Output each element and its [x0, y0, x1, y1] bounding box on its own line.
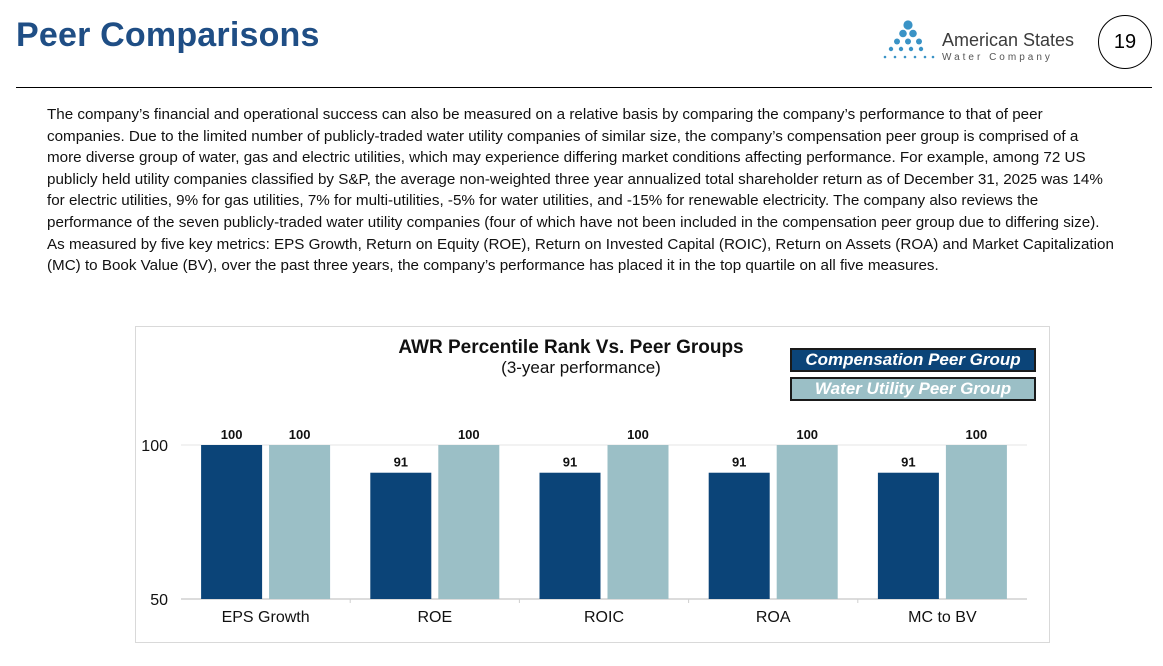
bar-water-roa [776, 445, 838, 599]
page-number: 19 [1098, 15, 1152, 69]
bar-compensation-roic [539, 472, 601, 599]
x-tick-label: ROA [756, 609, 791, 626]
body-paragraph: The company’s financial and operational … [47, 106, 1114, 275]
chart-subtitle: (3-year performance) [501, 358, 661, 377]
bar-value-label: 91 [563, 455, 577, 470]
logo-company-subtitle: Water Company [942, 52, 1053, 63]
x-tick-label: MC to BV [908, 609, 977, 626]
legend-water-utility-peer-group: Water Utility Peer Group [790, 377, 1036, 401]
bar-water-eps-growth [269, 445, 331, 599]
x-tick-label: ROE [417, 609, 452, 626]
company-logo: American States Water Company [880, 16, 1090, 66]
bar-value-label: 91 [394, 455, 408, 470]
bar-value-label: 91 [901, 455, 915, 470]
bar-value-label: 100 [796, 427, 818, 442]
y-tick-label: 100 [141, 438, 168, 455]
bar-value-label: 100 [289, 427, 311, 442]
chart-title: AWR Percentile Rank Vs. Peer Groups [398, 337, 744, 358]
bar-value-label: 91 [732, 455, 746, 470]
x-tick-label: ROIC [584, 609, 624, 626]
logo-company-name: American States [942, 30, 1075, 50]
page-title: Peer Comparisons [16, 16, 320, 54]
bar-compensation-roa [708, 472, 770, 599]
bar-compensation-eps-growth [201, 445, 263, 599]
x-tick-label: EPS Growth [222, 609, 310, 626]
legend-compensation-peer-group: Compensation Peer Group [790, 348, 1036, 372]
bar-value-label: 100 [221, 427, 243, 442]
water-drops-triangle-icon [883, 20, 935, 59]
bar-value-label: 100 [458, 427, 480, 442]
bar-compensation-roe [370, 472, 432, 599]
y-tick-label: 50 [150, 592, 168, 609]
bar-water-mc-to-bv [945, 445, 1007, 599]
bar-water-roe [438, 445, 500, 599]
bar-water-roic [607, 445, 669, 599]
bar-compensation-mc-to-bv [877, 472, 939, 599]
header-divider [16, 87, 1152, 88]
bar-value-label: 100 [627, 427, 649, 442]
bar-value-label: 100 [966, 427, 988, 442]
